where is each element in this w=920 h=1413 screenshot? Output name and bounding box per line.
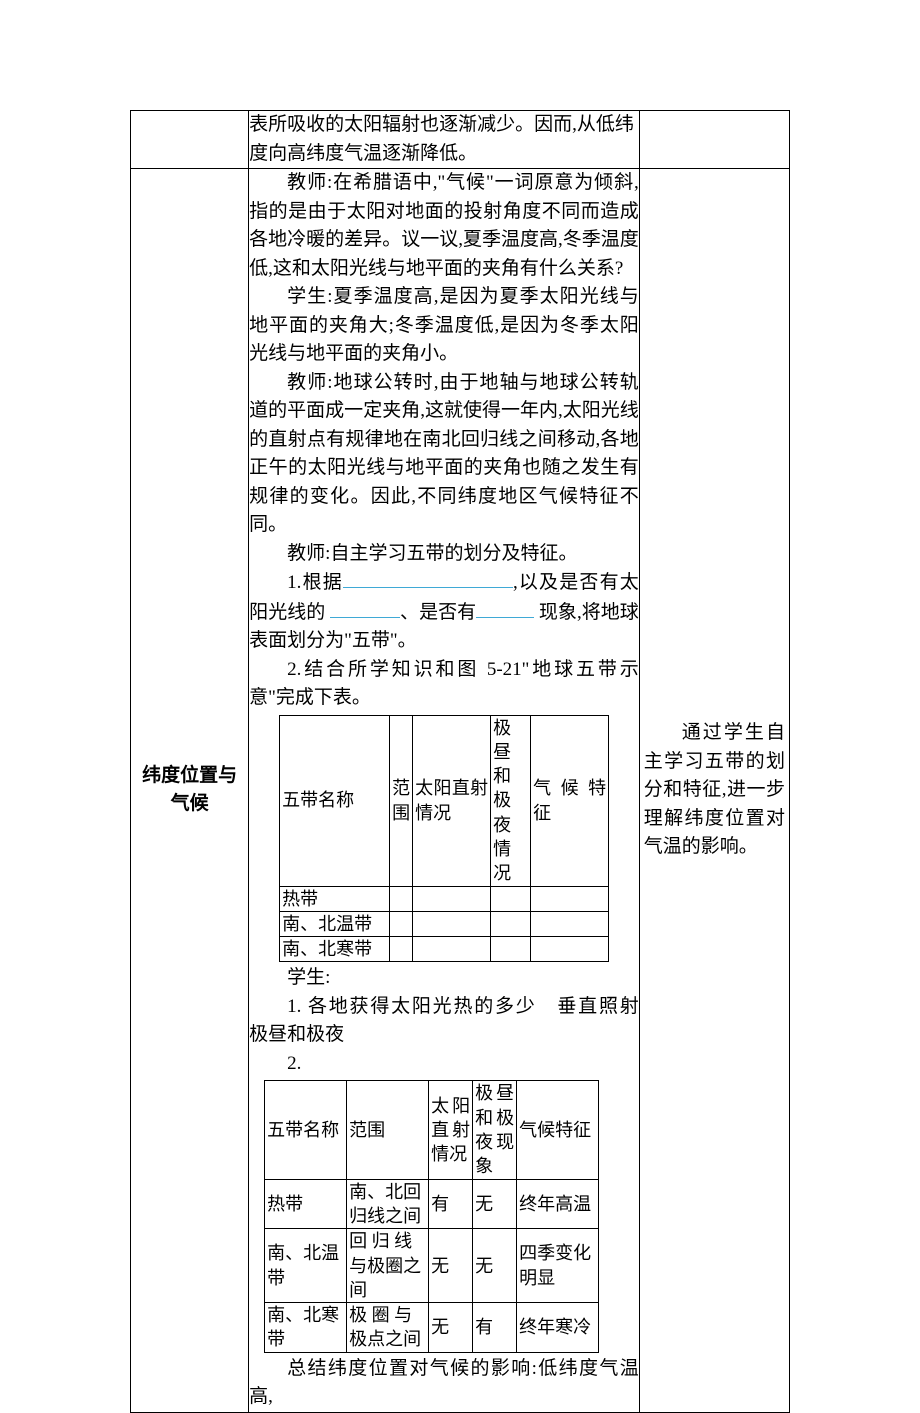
inner-table-2: 五带名称 范围 太阳直射情况 极昼和极夜现象 气候特征 热带 南、北回归线之间 …: [264, 1080, 599, 1352]
t1-row-3: 南、北寒带: [280, 937, 609, 962]
blank-1: [343, 568, 513, 588]
t1-row-1: 热带: [280, 886, 609, 911]
row-main: 纬度位置与气候 教师:在希腊语中,"气候"一词原意为倾斜,指的是由于太阳对地面的…: [131, 169, 790, 1413]
t2-header-row: 五带名称 范围 太阳直射情况 极昼和极夜现象 气候特征: [265, 1081, 599, 1179]
t2-r1-c3: 有: [429, 1179, 473, 1229]
t2-r3-c1: 南、北寒带: [265, 1303, 347, 1353]
q2: 2.结合所学知识和图 5-21"地球五带示意"完成下表。: [249, 656, 639, 713]
inner-table-1: 五带名称 范围 太阳直射情况 极 昼和 极夜 情况 气 候 特征 热带: [279, 715, 609, 963]
t1-r1-c2: [390, 886, 413, 911]
blank-3: [476, 598, 534, 618]
p3: 教师:地球公转时,由于地轴与地球公转轨道的平面成一定夹角,这就使得一年内,太阳光…: [249, 369, 639, 540]
t1-h5: 气 候 特征: [531, 715, 609, 886]
t1-h2: 范围: [390, 715, 413, 886]
t1-header-row: 五带名称 范围 太阳直射情况 极 昼和 极夜 情况 气 候 特征: [280, 715, 609, 886]
p1: 教师:在希腊语中,"气候"一词原意为倾斜,指的是由于太阳对地面的投射角度不同而造…: [249, 169, 639, 283]
t2-r2-c5: 四季变化明显: [517, 1229, 599, 1303]
right-note: 通过学生自主学习五带的划分和特征,进一步理解纬度位置对气温的影响。: [644, 719, 785, 862]
t2-r1-c4: 无: [473, 1179, 517, 1229]
t2-r3-c2: 极 圈 与 极点之间: [347, 1303, 429, 1353]
t2-h2: 范围: [347, 1081, 429, 1179]
vlabel-cell: 纬度位置与气候: [131, 169, 249, 1413]
t1-r3-c2: [390, 937, 413, 962]
t1-r1-c1: 热带: [280, 886, 390, 911]
t1-r2-c4: [491, 911, 531, 936]
t1-r2-c1: 南、北温带: [280, 911, 390, 936]
t1-row-2: 南、北温带: [280, 911, 609, 936]
a1: 1. 各地获得太阳光热的多少 垂直照射 极昼和极夜: [249, 993, 639, 1050]
page-body: 表所吸收的太阳辐射也逐渐减少。因而,从低纬度向高纬度气温逐渐降低。 纬度位置与气…: [0, 0, 920, 1302]
t2-h1: 五带名称: [265, 1081, 347, 1179]
prev-left-cell: [131, 111, 249, 169]
t2-r1-c2: 南、北回归线之间: [347, 1179, 429, 1229]
t2-row-2: 南、北温带 回 归 线 与极圈之间 无 无 四季变化明显: [265, 1229, 599, 1303]
t2-r2-c2: 回 归 线 与极圈之间: [347, 1229, 429, 1303]
t2-r3-c3: 无: [429, 1303, 473, 1353]
row-prev: 表所吸收的太阳辐射也逐渐减少。因而,从低纬度向高纬度气温逐渐降低。: [131, 111, 790, 169]
prev-text: 表所吸收的太阳辐射也逐渐减少。因而,从低纬度向高纬度气温逐渐降低。: [249, 111, 639, 168]
t1-r3-c5: [531, 937, 609, 962]
t2-r2-c3: 无: [429, 1229, 473, 1303]
t2-h5: 气候特征: [517, 1081, 599, 1179]
t2-r2-c4: 无: [473, 1229, 517, 1303]
t2-r1-c5: 终年高温: [517, 1179, 599, 1229]
t2-h4: 极昼和极夜现象: [473, 1081, 517, 1179]
prev-content-cell: 表所吸收的太阳辐射也逐渐减少。因而,从低纬度向高纬度气温逐渐降低。: [249, 111, 640, 169]
vlabel-text: 纬度位置与气候: [131, 762, 248, 819]
t1-r1-c4: [491, 886, 531, 911]
t1-r2-c2: [390, 911, 413, 936]
t2-row-3: 南、北寒带 极 圈 与 极点之间 无 有 终年寒冷: [265, 1303, 599, 1353]
t2-r2-c1: 南、北温带: [265, 1229, 347, 1303]
p4: 教师:自主学习五带的划分及特征。: [249, 540, 639, 569]
t1-r1-c3: [413, 886, 491, 911]
p2: 学生:夏季温度高,是因为夏季太阳光线与地平面的夹角大;冬季温度低,是因为冬季太阳…: [249, 283, 639, 369]
outer-table: 表所吸收的太阳辐射也逐渐减少。因而,从低纬度向高纬度气温逐渐降低。 纬度位置与气…: [130, 110, 790, 1413]
q1-mid2: 、是否有: [400, 602, 476, 623]
t1-r3-c3: [413, 937, 491, 962]
t1-r3-c4: [491, 937, 531, 962]
t2-r3-c4: 有: [473, 1303, 517, 1353]
t1-r1-c5: [531, 886, 609, 911]
t1-h4: 极 昼和 极夜 情况: [491, 715, 531, 886]
t1-h3: 太阳直射情况: [413, 715, 491, 886]
t1-h1: 五带名称: [280, 715, 390, 886]
prev-right-cell: [639, 111, 789, 169]
t2-h3: 太阳直射情况: [429, 1081, 473, 1179]
t1-r2-c3: [413, 911, 491, 936]
right-note-cell: 通过学生自主学习五带的划分和特征,进一步理解纬度位置对气温的影响。: [639, 169, 789, 1413]
t2-row-1: 热带 南、北回归线之间 有 无 终年高温: [265, 1179, 599, 1229]
summary: 总结纬度位置对气候的影响:低纬度气温高,: [249, 1355, 639, 1412]
blank-2: [330, 598, 400, 618]
t2-r1-c1: 热带: [265, 1179, 347, 1229]
main-content-cell: 教师:在希腊语中,"气候"一词原意为倾斜,指的是由于太阳对地面的投射角度不同而造…: [249, 169, 640, 1413]
t1-r3-c1: 南、北寒带: [280, 937, 390, 962]
q1-pre: 1.根据: [287, 572, 343, 593]
student-label: 学生:: [249, 964, 639, 993]
a2-label: 2.: [249, 1050, 639, 1079]
t1-r2-c5: [531, 911, 609, 936]
t2-r3-c5: 终年寒冷: [517, 1303, 599, 1353]
q1: 1.根据,以及是否有太阳光线的 、是否有 现象,将地球表面划分为"五带"。: [249, 568, 639, 656]
